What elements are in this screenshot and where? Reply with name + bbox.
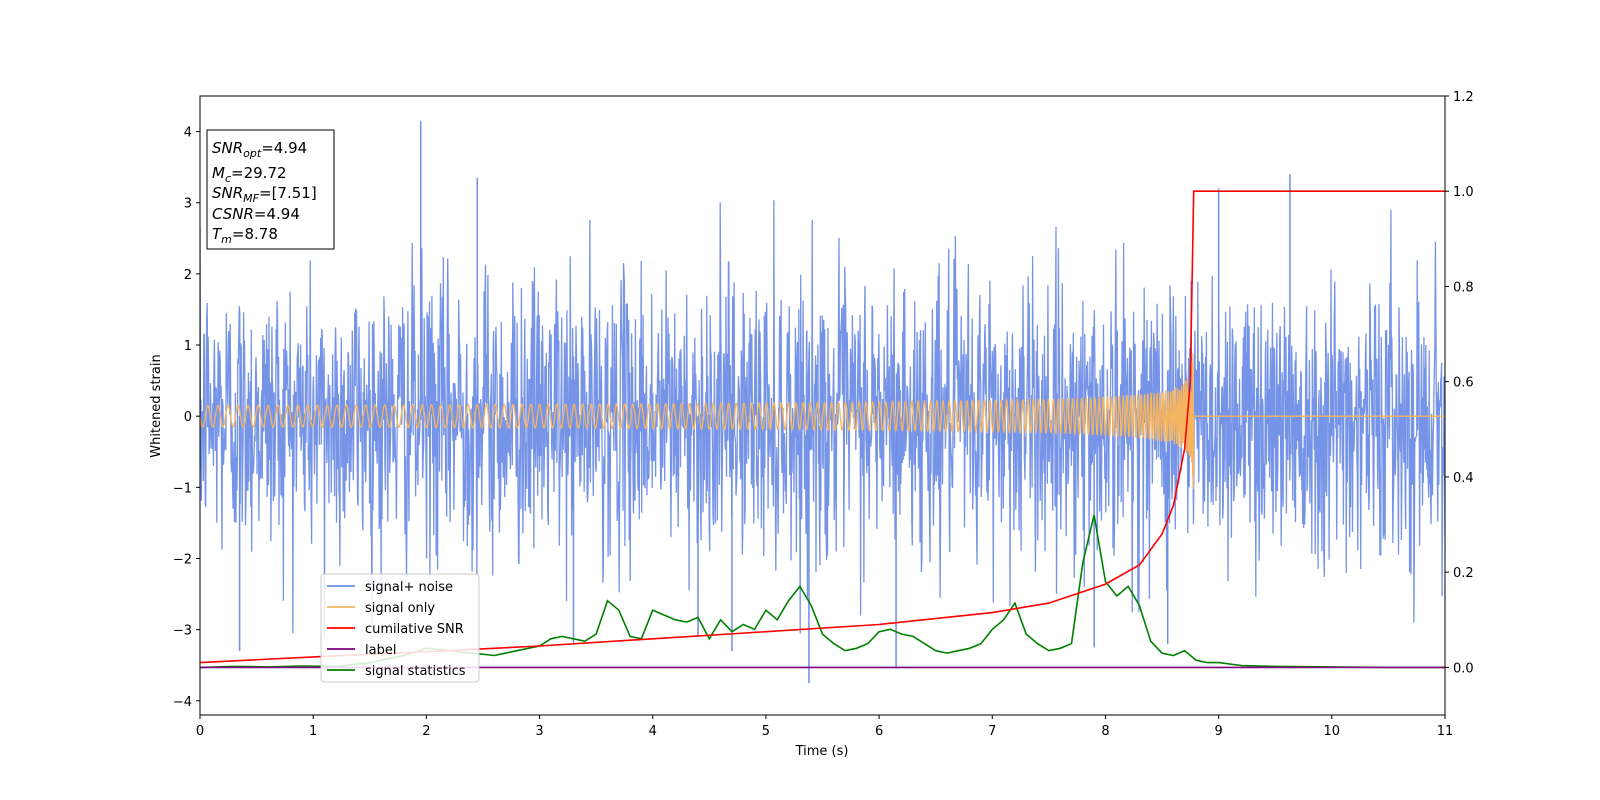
info-box-line: Tm=8.78 [212, 225, 278, 246]
x-tick-label: 7 [988, 724, 996, 739]
y-tick-label: 4 [184, 126, 192, 141]
signal-noise-peaks [238, 120, 1291, 683]
legend-label: label [365, 643, 396, 658]
legend-label: signal statistics [365, 664, 466, 679]
legend-frame [320, 573, 480, 683]
info-box-line: CSNR=4.94 [212, 205, 300, 223]
y-tick-label: −4 [173, 695, 192, 710]
legend-label: signal only [365, 601, 435, 616]
y-tick-label: 1 [184, 339, 192, 354]
info-box-line: SNRopt=4.94 [212, 139, 307, 160]
legend: signal+ noise signal only cumilative SNR la… [320, 573, 480, 683]
y-axis-label: Whitened strain [149, 354, 164, 457]
y2-tick-label: 0.4 [1453, 471, 1474, 486]
x-tick-label: 2 [422, 724, 430, 739]
x-tick-label: 8 [1101, 724, 1109, 739]
y2-tick-label: 1.2 [1453, 90, 1474, 105]
y2-tick-label: 0.8 [1453, 280, 1474, 295]
x-tick-label: 3 [535, 724, 543, 739]
y2-tick-label: 0.2 [1453, 566, 1474, 581]
legend-label: signal+ noise [365, 580, 453, 595]
x-tick-label: 4 [649, 724, 657, 739]
x-tick-label: 9 [1214, 724, 1222, 739]
x-tick-label: 5 [762, 724, 770, 739]
y-tick-label: 3 [184, 197, 192, 212]
axis-ticks: 0 1 2 3 4 5 6 7 8 9 10 11 −4 −3 −2 −1 0 1 2 3 4 0.0 0.2 0.4 0.6 0… [173, 90, 1474, 739]
series-cumilative-snr-line [200, 190, 1445, 664]
x-tick-label: 0 [196, 724, 204, 739]
x-tick-label: 6 [875, 724, 883, 739]
x-tick-label: 11 [1437, 724, 1454, 739]
y2-tick-label: 0.0 [1453, 661, 1474, 676]
series-signal-noise-line [200, 200, 1445, 634]
plot-area [200, 120, 1445, 683]
info-box: SNRopt=4.94 Mc=29.72SNRMF=[7.51]CSNR=4.94… [206, 129, 335, 250]
x-tick-label: 10 [1324, 724, 1341, 739]
info-box-frame [206, 129, 335, 250]
axes-frame [199, 95, 1446, 716]
info-box-line: SNRMF=[7.51] [212, 184, 317, 205]
y2-tick-label: 1.0 [1453, 185, 1474, 200]
y-tick-label: 2 [184, 268, 192, 283]
legend-label: cumilative SNR [365, 622, 464, 637]
series-signal-statistics-line [200, 514, 1445, 669]
y-tick-label: −2 [173, 552, 192, 567]
x-tick-label: 1 [309, 724, 317, 739]
y-tick-label: −3 [173, 624, 192, 639]
y-tick-label: 0 [184, 410, 192, 425]
y-tick-label: −1 [173, 481, 192, 496]
x-axis-label: Time (s) [795, 744, 849, 759]
y2-tick-label: 0.6 [1453, 376, 1474, 391]
series-signal-only-line [200, 353, 1445, 490]
info-box-line: Mc=29.72 [212, 164, 287, 185]
